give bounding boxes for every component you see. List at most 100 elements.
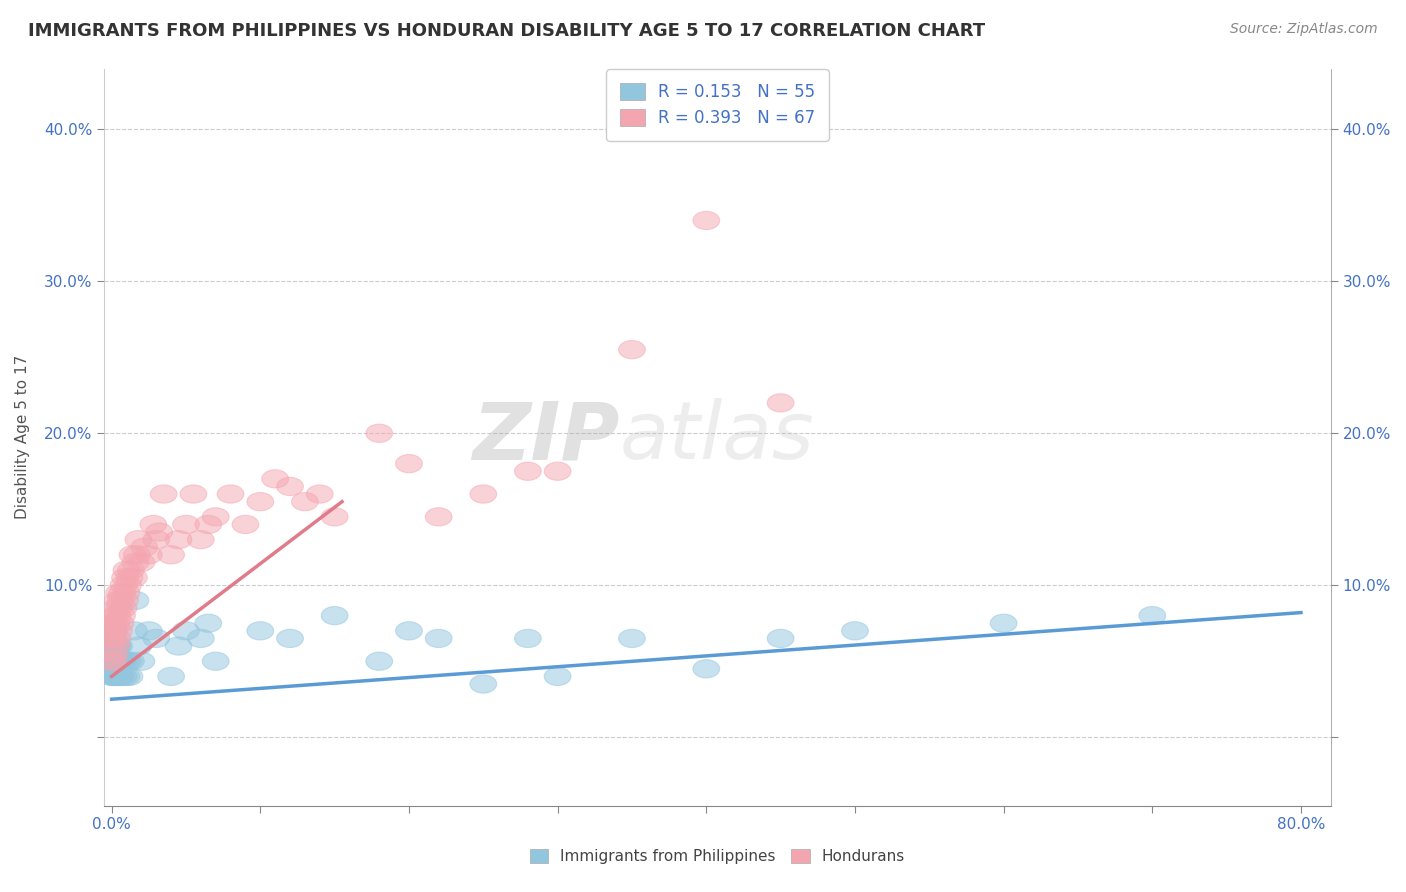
Ellipse shape (98, 652, 125, 670)
Ellipse shape (108, 583, 135, 602)
Ellipse shape (100, 629, 127, 648)
Ellipse shape (425, 629, 453, 648)
Ellipse shape (115, 576, 142, 594)
Ellipse shape (277, 477, 304, 496)
Ellipse shape (101, 637, 128, 655)
Ellipse shape (104, 591, 131, 609)
Ellipse shape (120, 546, 146, 564)
Ellipse shape (98, 652, 125, 670)
Ellipse shape (247, 492, 274, 511)
Ellipse shape (98, 667, 125, 686)
Legend: R = 0.153   N = 55, R = 0.393   N = 67: R = 0.153 N = 55, R = 0.393 N = 67 (606, 70, 828, 141)
Ellipse shape (117, 568, 143, 587)
Ellipse shape (98, 637, 125, 655)
Ellipse shape (277, 629, 304, 648)
Ellipse shape (128, 652, 155, 670)
Ellipse shape (103, 667, 129, 686)
Ellipse shape (112, 667, 139, 686)
Ellipse shape (470, 485, 496, 503)
Ellipse shape (118, 561, 145, 579)
Y-axis label: Disability Age 5 to 17: Disability Age 5 to 17 (15, 355, 30, 519)
Ellipse shape (515, 629, 541, 648)
Ellipse shape (125, 637, 152, 655)
Ellipse shape (101, 652, 128, 670)
Ellipse shape (103, 637, 129, 655)
Ellipse shape (105, 667, 132, 686)
Ellipse shape (195, 516, 222, 533)
Ellipse shape (122, 591, 149, 609)
Ellipse shape (104, 629, 131, 648)
Ellipse shape (768, 629, 794, 648)
Ellipse shape (98, 629, 125, 648)
Ellipse shape (100, 637, 127, 655)
Ellipse shape (395, 455, 422, 473)
Ellipse shape (105, 652, 132, 670)
Ellipse shape (104, 652, 131, 670)
Ellipse shape (693, 660, 720, 678)
Ellipse shape (105, 622, 132, 640)
Text: IMMIGRANTS FROM PHILIPPINES VS HONDURAN DISABILITY AGE 5 TO 17 CORRELATION CHART: IMMIGRANTS FROM PHILIPPINES VS HONDURAN … (28, 22, 986, 40)
Text: ZIP: ZIP (472, 398, 619, 476)
Ellipse shape (157, 546, 184, 564)
Ellipse shape (143, 531, 170, 549)
Ellipse shape (100, 667, 127, 686)
Ellipse shape (107, 614, 134, 632)
Ellipse shape (112, 561, 139, 579)
Ellipse shape (115, 652, 142, 670)
Ellipse shape (103, 637, 129, 655)
Ellipse shape (544, 462, 571, 481)
Ellipse shape (262, 470, 288, 488)
Ellipse shape (202, 508, 229, 526)
Ellipse shape (103, 599, 129, 617)
Ellipse shape (180, 485, 207, 503)
Ellipse shape (165, 637, 191, 655)
Ellipse shape (470, 675, 496, 693)
Ellipse shape (100, 614, 127, 632)
Ellipse shape (291, 492, 318, 511)
Ellipse shape (195, 614, 222, 632)
Ellipse shape (121, 622, 148, 640)
Ellipse shape (125, 531, 152, 549)
Ellipse shape (100, 652, 127, 670)
Ellipse shape (118, 652, 145, 670)
Ellipse shape (110, 599, 136, 617)
Ellipse shape (105, 637, 132, 655)
Ellipse shape (105, 583, 132, 602)
Ellipse shape (165, 531, 191, 549)
Ellipse shape (842, 622, 869, 640)
Ellipse shape (619, 629, 645, 648)
Ellipse shape (143, 629, 170, 648)
Ellipse shape (101, 645, 128, 663)
Ellipse shape (515, 462, 541, 481)
Ellipse shape (101, 607, 128, 624)
Ellipse shape (135, 622, 162, 640)
Ellipse shape (157, 667, 184, 686)
Ellipse shape (307, 485, 333, 503)
Ellipse shape (619, 341, 645, 359)
Ellipse shape (247, 622, 274, 640)
Ellipse shape (146, 523, 173, 541)
Ellipse shape (544, 667, 571, 686)
Ellipse shape (395, 622, 422, 640)
Ellipse shape (98, 614, 125, 632)
Ellipse shape (366, 652, 392, 670)
Ellipse shape (111, 568, 138, 587)
Ellipse shape (112, 583, 139, 602)
Ellipse shape (107, 667, 134, 686)
Ellipse shape (173, 516, 200, 533)
Ellipse shape (202, 652, 229, 670)
Ellipse shape (131, 538, 157, 557)
Ellipse shape (128, 553, 155, 572)
Ellipse shape (1139, 607, 1166, 624)
Ellipse shape (101, 667, 128, 686)
Text: Source: ZipAtlas.com: Source: ZipAtlas.com (1230, 22, 1378, 37)
Ellipse shape (108, 607, 135, 624)
Ellipse shape (425, 508, 453, 526)
Ellipse shape (103, 614, 129, 632)
Ellipse shape (111, 591, 138, 609)
Ellipse shape (124, 546, 150, 564)
Ellipse shape (121, 568, 148, 587)
Ellipse shape (990, 614, 1017, 632)
Ellipse shape (110, 667, 136, 686)
Ellipse shape (217, 485, 245, 503)
